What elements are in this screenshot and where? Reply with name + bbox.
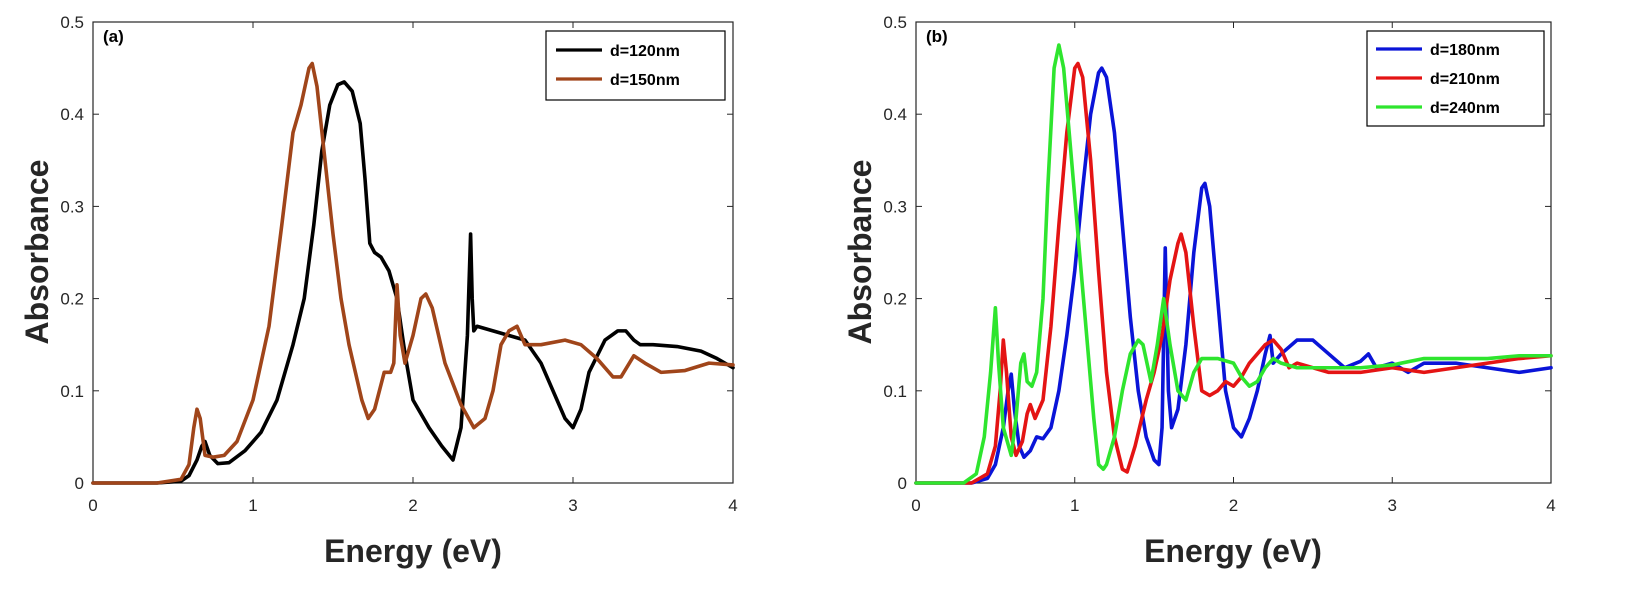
ticks-a: 0 1 2 3 4 0 0.1 0.2 0.3 0.4 0.5 bbox=[60, 13, 737, 515]
y-axis-title-b: Absorbance bbox=[842, 160, 878, 345]
series-line-d-210nm bbox=[914, 61, 1553, 485]
y-tick-label-a: 0 bbox=[75, 474, 84, 493]
x-tick-label-a: 1 bbox=[248, 496, 257, 515]
y-tick-label-b: 0.2 bbox=[883, 290, 907, 309]
x-axis-title-a: Energy (eV) bbox=[324, 533, 502, 569]
chart-panel-a: 0 1 2 3 4 0 0.1 0.2 0.3 0.4 0.5 (a) d=120nm d=150n… bbox=[19, 13, 738, 569]
x-tick-label-a: 4 bbox=[728, 496, 737, 515]
y-tick-label-a: 0.3 bbox=[60, 197, 84, 216]
y-tick-label-a: 0.5 bbox=[60, 13, 84, 32]
x-tick-label-b: 2 bbox=[1229, 496, 1238, 515]
x-axis-title-b: Energy (eV) bbox=[1144, 533, 1322, 569]
panel-label-b: (b) bbox=[926, 27, 948, 46]
y-tick-label-b: 0.5 bbox=[883, 13, 907, 32]
x-tick-label-b: 1 bbox=[1070, 496, 1079, 515]
y-tick-label-a: 0.1 bbox=[60, 382, 84, 401]
legend-label-d120: d=120nm bbox=[610, 43, 680, 60]
legend-label-d240: d=240nm bbox=[1430, 100, 1500, 117]
legend-a: d=120nm d=150nm bbox=[545, 30, 726, 101]
legend-b: d=180nm d=210nm d=240nm bbox=[1366, 30, 1545, 127]
x-tick-label-b: 0 bbox=[911, 496, 920, 515]
legend-label-d210: d=210nm bbox=[1430, 71, 1500, 88]
ticks-b: 0 1 2 3 4 0 0.1 0.2 0.3 0.4 0.5 bbox=[883, 13, 1555, 515]
x-tick-label-a: 0 bbox=[88, 496, 97, 515]
y-tick-label-b: 0 bbox=[898, 474, 907, 493]
x-tick-label-a: 2 bbox=[408, 496, 417, 515]
legend-label-d180: d=180nm bbox=[1430, 42, 1500, 59]
y-tick-label-a: 0.4 bbox=[60, 105, 84, 124]
y-axis-title-a: Absorbance bbox=[19, 160, 55, 345]
series-group-b bbox=[914, 43, 1553, 485]
y-tick-label-a: 0.2 bbox=[60, 290, 84, 309]
x-tick-label-a: 3 bbox=[568, 496, 577, 515]
x-tick-label-b: 4 bbox=[1546, 496, 1555, 515]
x-tick-label-b: 3 bbox=[1388, 496, 1397, 515]
y-tick-label-b: 0.4 bbox=[883, 105, 907, 124]
series-line-d-150nm bbox=[91, 61, 735, 485]
chart-panel-b: 0 1 2 3 4 0 0.1 0.2 0.3 0.4 0.5 (b) d=180nm d=210n… bbox=[842, 13, 1556, 569]
y-tick-label-b: 0.3 bbox=[883, 197, 907, 216]
y-tick-label-b: 0.1 bbox=[883, 382, 907, 401]
series-line-d-180nm bbox=[914, 66, 1553, 485]
panel-label-a: (a) bbox=[103, 27, 124, 46]
series-line-d-240nm bbox=[914, 43, 1553, 485]
legend-label-d150: d=150nm bbox=[610, 72, 680, 89]
legend-box-a bbox=[545, 30, 726, 101]
series-group-a bbox=[91, 61, 735, 485]
